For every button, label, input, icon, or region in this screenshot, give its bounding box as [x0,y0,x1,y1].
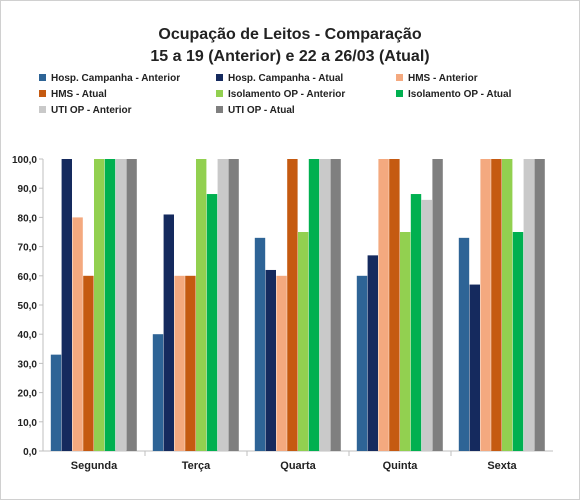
legend-label: Hosp. Campanha - Atual [228,73,343,84]
legend-label: UTI OP - Atual [228,105,295,116]
bar [185,275,196,451]
y-tick-label: 50,0 [18,301,38,312]
legend-label: HMS - Atual [51,89,107,100]
legend-swatch [216,90,223,97]
legend-label: Hosp. Campanha - Anterior [51,73,180,84]
bars [50,159,545,452]
y-tick-label: 10,0 [18,418,38,429]
bar [502,159,513,451]
legend-label: UTI OP - Anterior [51,105,132,116]
y-tick-label: 80,0 [18,213,38,224]
axes: 0,0 10,0 20,0 30,0 40,0 50,0 60,0 70,0 80,0 90,0 1… [12,155,553,472]
bar [50,354,62,451]
legend-swatch [216,106,223,113]
y-tick-label: 20,0 [18,389,38,400]
bar [61,159,72,451]
bar [319,159,330,451]
x-category-label: Segunda [71,460,118,472]
bar [491,159,502,451]
bar [217,159,228,451]
legend-swatch [396,74,403,81]
y-tick-label: 100,0 [12,155,37,166]
bar [206,194,218,452]
y-tick-label: 60,0 [18,272,38,283]
bar [94,159,105,451]
bar [330,159,341,451]
bar [432,159,443,451]
chart-subtitle: 15 a 19 (Anterior) e 22 a 26/03 (Atual) [150,48,429,65]
legend-swatch [39,90,46,97]
bar [72,217,83,451]
bar [174,275,185,451]
bar [276,275,287,451]
bar [367,255,378,451]
legend: Hosp. Campanha - Anterior Hosp. Campanha … [39,73,512,116]
bar [458,237,470,451]
y-tick-label: 70,0 [18,243,38,254]
bar [163,214,174,451]
legend-swatch [39,74,46,81]
chart-title: Ocupação de Leitos - Comparação [158,26,421,43]
bar [469,284,480,451]
bar [356,275,368,451]
bar [287,159,298,451]
bar [480,159,491,451]
legend-label: HMS - Anterior [408,73,478,84]
legend-label: Isolamento OP - Atual [408,89,512,100]
legend-swatch [216,74,223,81]
bar [254,237,266,451]
bar [421,199,432,451]
y-tick-label: 0,0 [23,447,37,458]
y-tick-label: 40,0 [18,330,38,341]
legend-swatch [396,90,403,97]
bar [410,194,422,452]
bar [83,275,94,451]
bar [512,232,524,451]
bar [126,159,137,451]
bar [400,232,411,451]
legend-label: Isolamento OP - Anterior [228,89,345,100]
bar [152,334,164,451]
bar [104,159,116,451]
bar [308,159,320,451]
bar [523,159,534,451]
bar [115,159,126,451]
x-category-label: Quinta [383,460,419,472]
legend-swatch [39,106,46,113]
bar [378,159,389,451]
x-category-label: Quarta [280,460,316,472]
y-tick-label: 90,0 [18,184,38,195]
x-category-label: Terça [182,460,211,472]
bar [389,159,400,451]
bar [298,232,309,451]
bar [196,159,207,451]
bar [534,159,545,451]
bar [265,269,276,451]
y-tick-label: 30,0 [18,359,38,370]
bar [228,159,239,451]
x-category-label: Sexta [487,460,517,472]
